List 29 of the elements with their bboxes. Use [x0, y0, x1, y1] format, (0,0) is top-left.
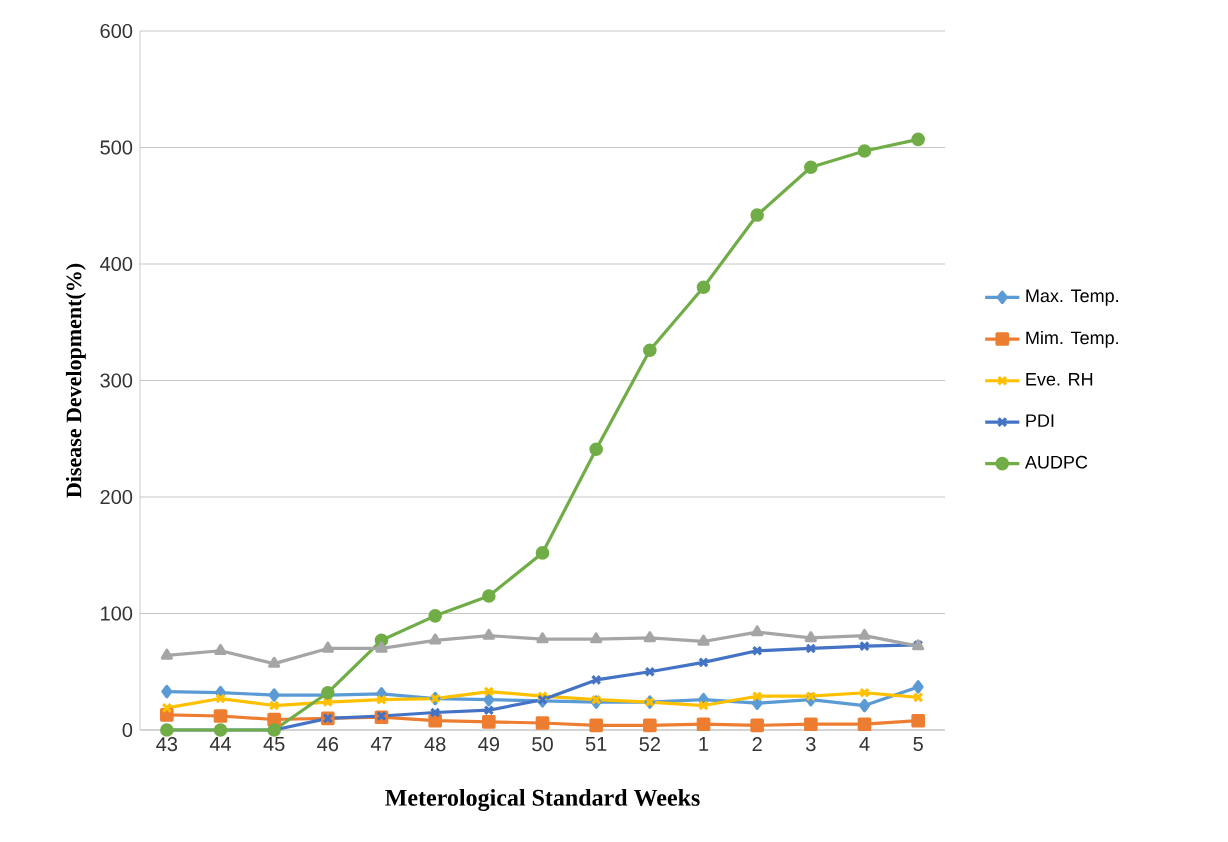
y-tick-label: 200	[100, 489, 133, 505]
x-tick-label: 52	[639, 737, 660, 752]
legend-label: Max. Temp.	[1026, 289, 1118, 306]
x-tick-label: 4	[859, 737, 870, 751]
legend-label: Eve. RH	[1026, 373, 1093, 386]
x-tick-label: 51	[585, 737, 607, 752]
y-tick-label: 0	[122, 722, 133, 738]
x-tick-label: 44	[209, 737, 232, 751]
y-tick-label: 100	[101, 606, 133, 621]
x-tick-label: 49	[478, 737, 500, 752]
legend-label: Mim. Temp.	[1026, 331, 1118, 348]
x-tick-label: 46	[317, 737, 339, 752]
x-tick-label: 1	[699, 737, 709, 751]
y-tick-label: 600	[100, 23, 133, 39]
x-tick-label: 50	[532, 737, 553, 752]
x-tick-label: 2	[752, 737, 762, 752]
x-axis-title: Meterological Standard Weeks	[385, 788, 700, 811]
legend-label: PDI	[1026, 414, 1054, 427]
x-tick-label: 3	[806, 737, 816, 752]
legend-label: AUDPC	[1024, 455, 1088, 469]
y-tick-label: 500	[100, 140, 133, 155]
x-tick-label: 47	[370, 737, 392, 751]
x-tick-label: 5	[913, 737, 923, 752]
y-tick-label: 400	[100, 256, 133, 272]
x-tick-label: 48	[424, 737, 446, 752]
x-tick-label: 43	[156, 737, 178, 752]
y-axis-title: Disease Development(%)	[65, 263, 86, 498]
y-tick-label: 300	[100, 373, 133, 388]
x-tick-label: 45	[263, 737, 285, 752]
